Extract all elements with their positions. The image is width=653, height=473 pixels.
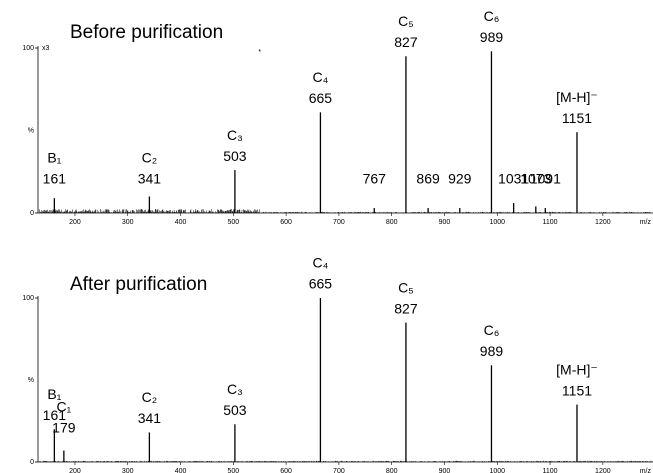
peak-mz-label: 665 xyxy=(309,90,333,106)
peak-mz-label: 665 xyxy=(309,276,333,292)
peak-mz-label: 161 xyxy=(43,171,67,187)
x-tick-label: 500 xyxy=(227,468,239,473)
peak-mz-label: 989 xyxy=(480,29,504,45)
x-tick-label: 200 xyxy=(69,219,81,226)
peak-mz-label: 827 xyxy=(394,34,418,50)
ion-label: B₁ xyxy=(47,150,61,166)
peak-mz-label: 827 xyxy=(394,300,418,316)
x-tick-label: 400 xyxy=(175,219,187,226)
peak-mz-label: 1031 xyxy=(498,171,529,187)
x-tick-label: 300 xyxy=(122,219,134,226)
peak-mz-label: 767 xyxy=(363,171,387,187)
x-tick-label: 900 xyxy=(439,468,451,473)
x-tick-label: 1000 xyxy=(489,219,505,226)
x-tick-label: 200 xyxy=(69,468,81,473)
x-tick-label: 700 xyxy=(333,468,345,473)
x-tick-label: 700 xyxy=(333,219,345,226)
x-tick-label: 600 xyxy=(280,468,292,473)
x-axis-label: m/z xyxy=(640,468,652,473)
x-tick-label: 400 xyxy=(175,468,187,473)
ion-label: C₂ xyxy=(142,389,158,405)
ion-label: C₁ xyxy=(56,399,71,415)
ion-label: C₃ xyxy=(227,381,243,397)
ion-label: [M-H]⁻ xyxy=(556,89,598,105)
peak-mz-label: 989 xyxy=(480,343,504,359)
peak-mz-label: 929 xyxy=(448,171,472,187)
y-tick-label: 0 xyxy=(30,210,34,217)
ion-label: C₄ xyxy=(313,255,329,271)
peak-mz-label: 1073 xyxy=(520,171,551,187)
panel-title: After purification xyxy=(70,274,207,295)
x-tick-label: 1100 xyxy=(543,468,558,473)
ion-label: C₄ xyxy=(313,69,329,85)
y-axis-label: % xyxy=(28,127,34,134)
x-tick-label: 1200 xyxy=(595,219,611,226)
peak-mz-label: 1151 xyxy=(562,382,592,398)
ion-label: C₂ xyxy=(142,150,158,166)
x-tick-label: 500 xyxy=(227,219,239,226)
x-tick-label: 300 xyxy=(122,468,134,473)
x-tick-label: 800 xyxy=(386,219,398,226)
x-tick-label: 1100 xyxy=(543,219,558,226)
ion-label: C₅ xyxy=(398,13,414,29)
y-tick-label: 100 xyxy=(22,295,34,302)
y-axis-label: % xyxy=(28,377,34,384)
peak-mz-label: 341 xyxy=(138,171,162,187)
peak-mz-label: 161 xyxy=(43,407,67,423)
ion-label: C₅ xyxy=(398,279,414,295)
ion-label: B₁ xyxy=(47,386,61,402)
ion-label: C₆ xyxy=(484,322,500,338)
ion-label: C₆ xyxy=(484,8,500,24)
magnification: x3 xyxy=(42,45,50,52)
peak-mz-label: 503 xyxy=(223,402,247,418)
noise xyxy=(39,460,653,462)
x-tick-label: 600 xyxy=(280,219,292,226)
x-tick-label: 1000 xyxy=(489,468,505,473)
y-tick-label: 100 xyxy=(22,45,34,52)
x-axis-label: m/z xyxy=(640,219,652,226)
panel-title: Before purification xyxy=(70,22,223,43)
ion-label: C₃ xyxy=(227,127,243,143)
peak-mz-label: 341 xyxy=(138,410,162,426)
y-tick-label: 0 xyxy=(30,459,34,466)
noise xyxy=(39,209,653,213)
x-tick-label: 900 xyxy=(439,219,451,226)
peak-mz-label: 179 xyxy=(52,420,76,436)
ion-label: [M-H]⁻ xyxy=(556,361,598,377)
x-tick-label: 800 xyxy=(386,468,398,473)
x-tick-label: 1200 xyxy=(595,468,611,473)
peak-mz-label: 869 xyxy=(416,171,440,187)
peak-mz-label: 1091 xyxy=(530,171,561,187)
peak-mz-label: 1151 xyxy=(562,110,592,126)
peak-mz-label: 503 xyxy=(223,148,247,164)
marker: * xyxy=(258,49,261,56)
